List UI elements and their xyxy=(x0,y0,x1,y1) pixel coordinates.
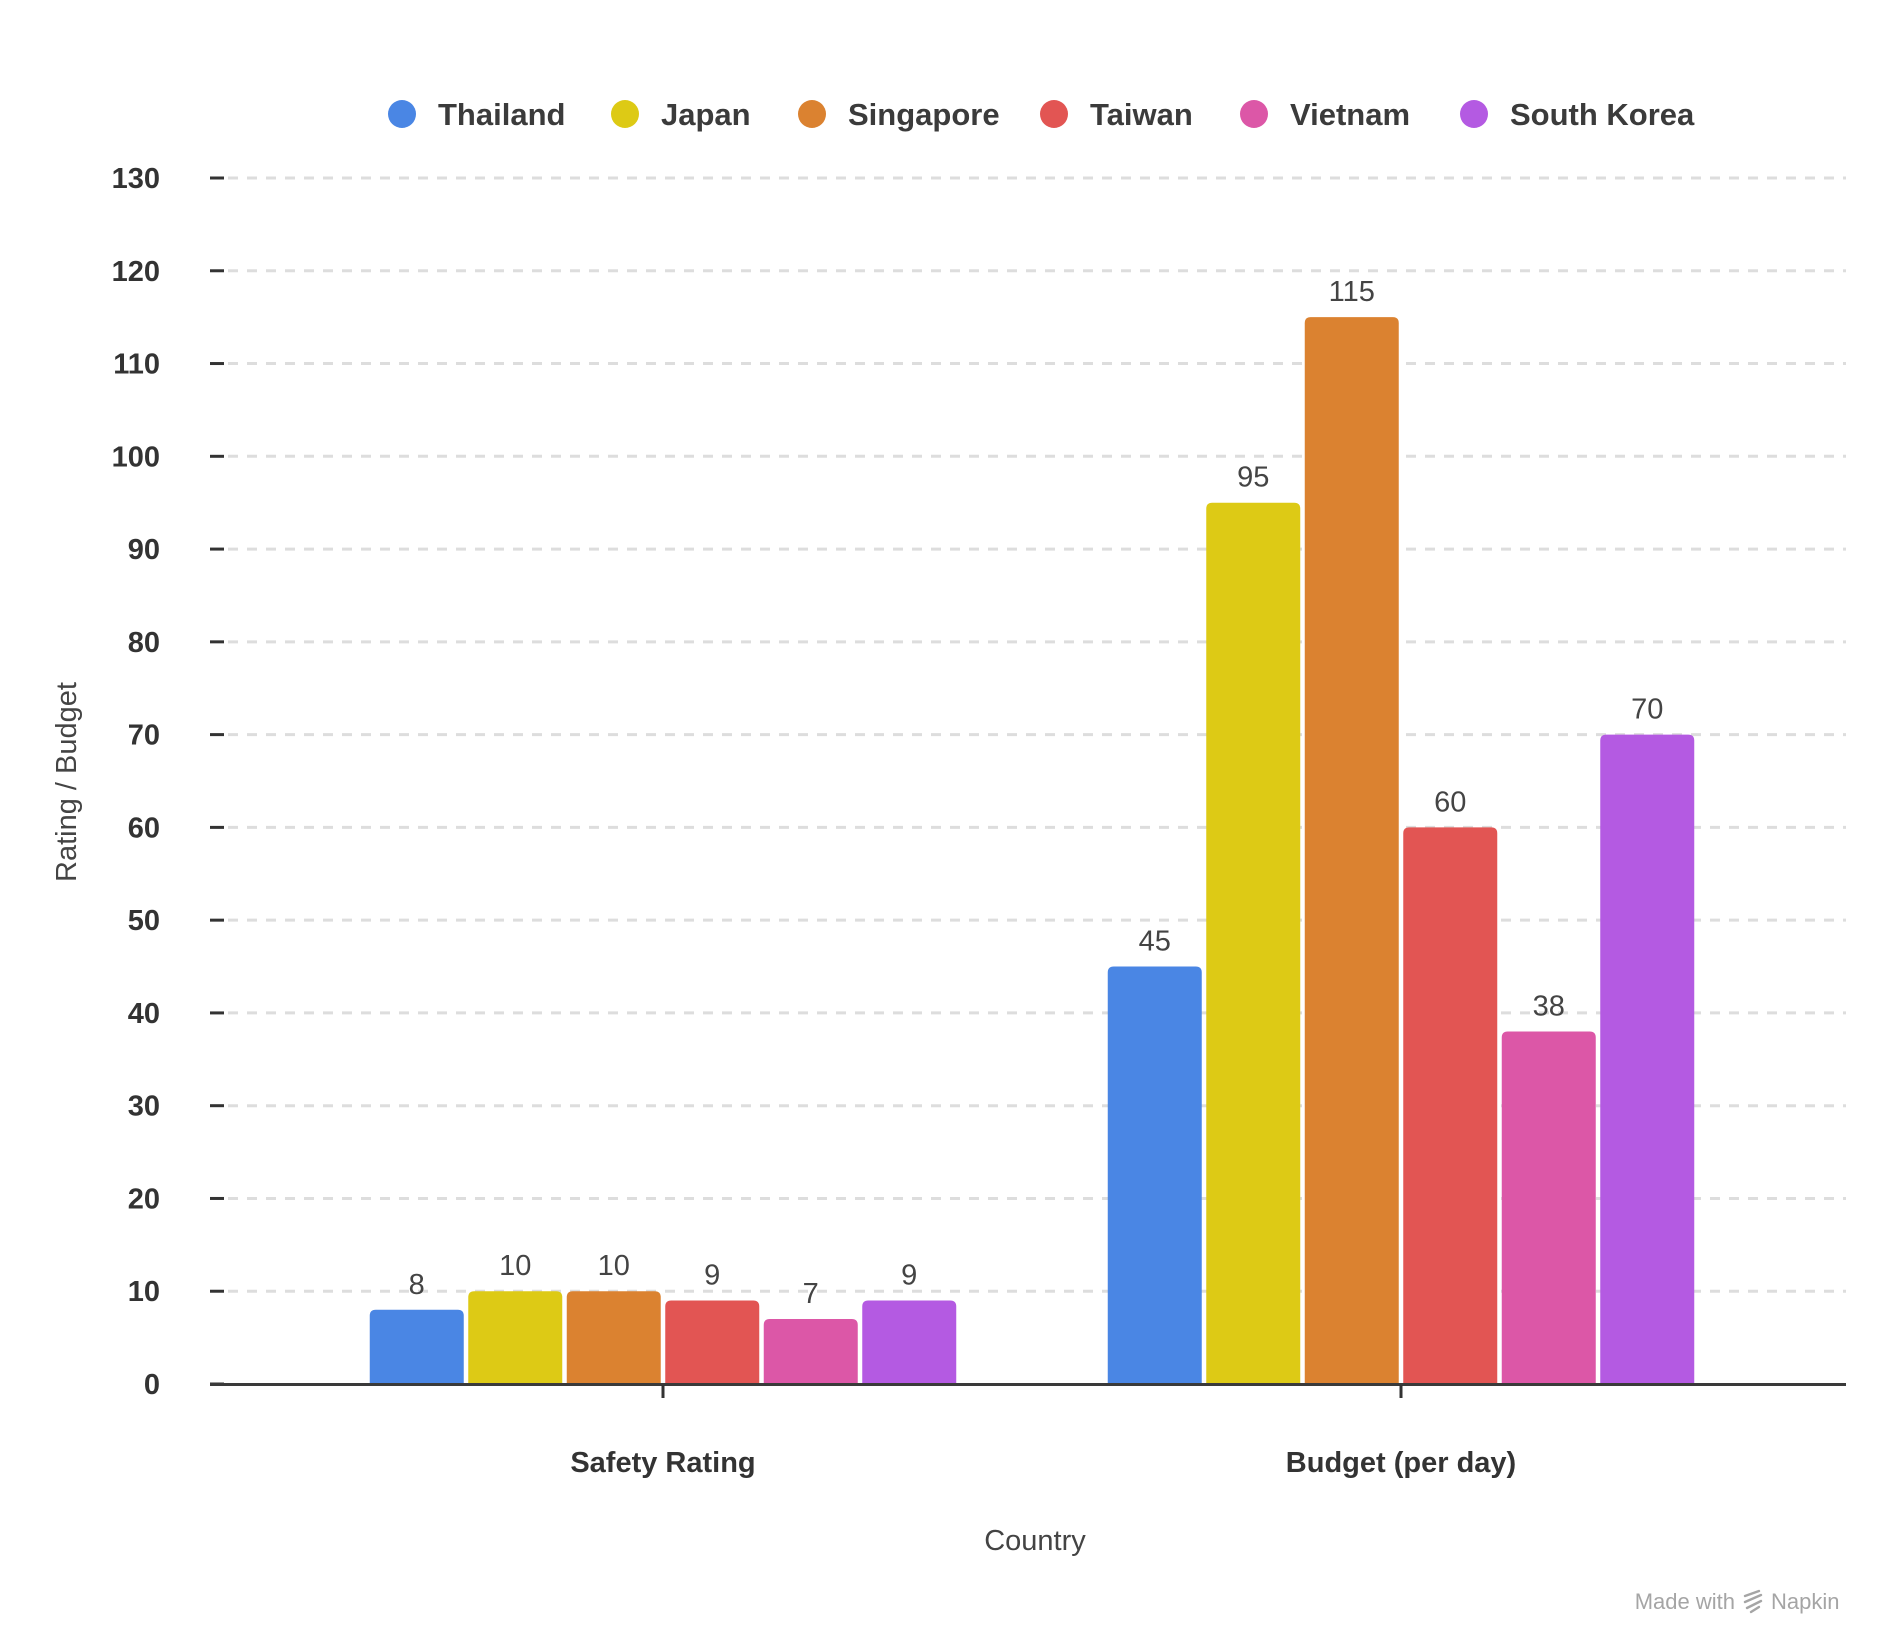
watermark-prefix: Made with xyxy=(1635,1589,1735,1614)
bar-singapore-safety-rating xyxy=(566,1291,661,1384)
y-tick-label: 130 xyxy=(112,163,160,195)
y-tick-label: 80 xyxy=(128,627,160,659)
y-tick-label: 100 xyxy=(112,441,160,473)
bar-taiwan-budget xyxy=(1403,827,1498,1384)
bars xyxy=(369,317,1695,1385)
bar-thailand-budget xyxy=(1107,966,1202,1384)
x-tick-label: Safety Rating xyxy=(570,1447,755,1479)
y-tick-label: 10 xyxy=(128,1276,160,1308)
data-label: 115 xyxy=(1329,276,1375,308)
legend-swatch xyxy=(388,100,416,128)
data-label: 60 xyxy=(1434,786,1466,818)
y-tick-label: 110 xyxy=(113,349,160,381)
napkin-logo-icon xyxy=(1743,1589,1763,1614)
legend-swatch xyxy=(1040,100,1068,128)
legend-swatch xyxy=(1240,100,1268,128)
data-label: 10 xyxy=(499,1250,531,1282)
data-label: 8 xyxy=(409,1269,425,1301)
data-label: 70 xyxy=(1631,694,1663,726)
grid-lines xyxy=(228,176,1846,1293)
data-label: 45 xyxy=(1139,926,1171,958)
y-tick-label: 90 xyxy=(128,534,160,566)
bar-taiwan-safety-rating xyxy=(665,1300,760,1384)
data-label: 7 xyxy=(803,1278,819,1310)
watermark: Made with Napkin xyxy=(1635,1589,1840,1614)
bar-singapore-budget xyxy=(1304,317,1399,1385)
legend-label: Japan xyxy=(661,97,751,132)
bar-japan-budget xyxy=(1206,502,1301,1384)
bar-vietnam-safety-rating xyxy=(763,1319,858,1384)
y-axis-title: Rating / Budget xyxy=(51,682,83,882)
x-axis: Safety Rating Budget (per day) xyxy=(570,1385,1516,1479)
legend: Thailand Japan Singapore Taiwan Vietnam South… xyxy=(388,97,1695,132)
data-label: 38 xyxy=(1533,990,1565,1022)
data-label: 9 xyxy=(704,1260,720,1292)
legend-label: South Korea xyxy=(1510,97,1695,132)
y-tick-label: 30 xyxy=(128,1091,160,1123)
legend-swatch xyxy=(1460,100,1488,128)
y-tick-label: 120 xyxy=(112,256,160,288)
y-tick-label: 20 xyxy=(128,1183,160,1215)
legend-label: Singapore xyxy=(848,97,1000,132)
x-tick-label: Budget (per day) xyxy=(1286,1447,1516,1479)
y-axis: 0 10 20 30 40 50 60 70 80 90 100 110 120 130 xyxy=(112,163,224,1401)
bar-vietnam-budget xyxy=(1501,1031,1596,1384)
y-tick-label: 60 xyxy=(128,812,160,844)
data-labels: 8 10 10 9 7 9 45 95 115 60 38 70 xyxy=(409,276,1664,1310)
y-tick-label: 0 xyxy=(144,1369,160,1401)
legend-label: Vietnam xyxy=(1290,97,1410,132)
legend-swatch xyxy=(611,100,639,128)
legend-label: Taiwan xyxy=(1090,97,1193,132)
watermark-brand: Napkin xyxy=(1771,1589,1839,1614)
bar-south-korea-budget xyxy=(1600,734,1695,1384)
y-tick-label: 70 xyxy=(128,720,160,752)
data-label: 10 xyxy=(598,1250,630,1282)
data-label: 95 xyxy=(1237,462,1269,494)
bar-thailand-safety-rating xyxy=(369,1309,464,1384)
data-label: 9 xyxy=(901,1260,917,1292)
x-axis-title: Country xyxy=(984,1525,1086,1557)
bar-south-korea-safety-rating xyxy=(862,1300,957,1384)
legend-label: Thailand xyxy=(438,97,565,132)
bar-japan-safety-rating xyxy=(468,1291,563,1384)
y-tick-label: 50 xyxy=(128,905,160,937)
legend-swatch xyxy=(798,100,826,128)
y-tick-label: 40 xyxy=(128,998,160,1030)
